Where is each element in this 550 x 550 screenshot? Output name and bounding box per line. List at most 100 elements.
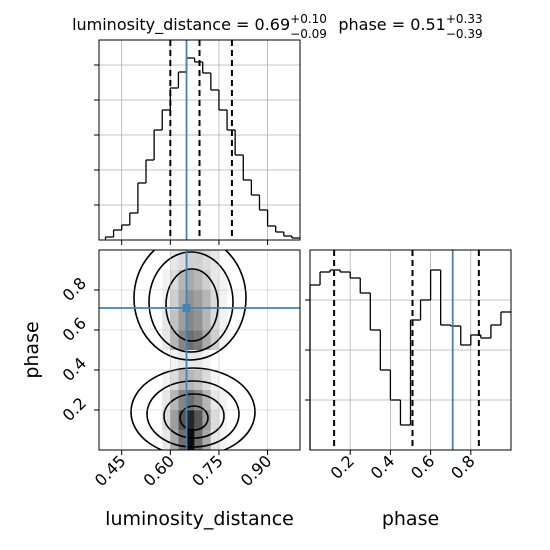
density-cell	[178, 390, 187, 410]
density-cell	[202, 290, 211, 310]
density-cell	[162, 310, 171, 330]
axes-frame	[98, 249, 301, 451]
density-cell	[186, 370, 195, 390]
title-sub: −0.09	[290, 27, 327, 41]
density-cell	[162, 410, 171, 430]
density-cell	[218, 290, 228, 310]
density-cell	[178, 370, 187, 390]
density-cell	[178, 330, 187, 350]
title-main: luminosity_distance = 0.69	[72, 15, 290, 35]
panel-phase-hist: phase = 0.51+0.33 −0.39 0.2 0.4 0.6 0.8 phase	[305, 12, 512, 530]
density-cell	[170, 430, 179, 450]
x-tick-label: 0.75	[188, 451, 227, 490]
density-cell	[194, 290, 203, 310]
panel-title: phase = 0.51+0.33 −0.39	[338, 12, 482, 41]
density-cell	[218, 330, 228, 350]
axes-frame	[309, 249, 512, 451]
density-cell	[194, 410, 203, 430]
contour	[130, 367, 256, 450]
density-cell	[170, 330, 179, 350]
density-cell	[194, 390, 203, 410]
contour	[148, 251, 234, 353]
x-tick-label: 0.4	[367, 451, 398, 482]
contours	[130, 250, 256, 450]
title-sup: +0.33	[446, 12, 483, 26]
density-cell	[170, 350, 179, 370]
density-cell	[186, 410, 195, 430]
y-tick-label: 0.2	[59, 394, 90, 425]
title-sup: +0.10	[290, 12, 327, 26]
x-tick-label: 0.6	[407, 451, 438, 482]
density-cell	[186, 430, 195, 450]
contour	[165, 268, 219, 342]
density-cell	[178, 410, 187, 430]
density-cell	[170, 250, 179, 270]
density-cell	[162, 370, 171, 390]
panel-luminosity-hist: luminosity_distance = 0.69+0.10 −0.09	[72, 12, 327, 245]
density-cell	[202, 430, 211, 450]
density-cell	[170, 290, 179, 310]
density-cell	[162, 330, 171, 350]
density-cell	[162, 350, 171, 370]
density-cell	[186, 390, 195, 410]
y-tick-label: 0.8	[59, 274, 90, 305]
title-sub: −0.39	[446, 27, 483, 41]
contour	[179, 405, 209, 431]
y-tick-label: 0.4	[59, 354, 90, 385]
density-cell	[218, 270, 228, 290]
density-cell	[210, 270, 219, 290]
density-cell	[218, 370, 228, 390]
density-cell	[210, 330, 219, 350]
density-cell	[210, 370, 219, 390]
x-tick-label: 0.8	[447, 451, 478, 482]
y-tick-label: 0.6	[59, 314, 90, 345]
contour	[146, 380, 240, 448]
truth-marker	[182, 304, 191, 312]
density-cell	[194, 370, 203, 390]
density-cell	[186, 250, 195, 270]
axes-frame	[98, 39, 301, 241]
density-cell	[210, 430, 219, 450]
density-cell	[186, 270, 195, 290]
density-cell	[194, 270, 203, 290]
density-cell	[162, 250, 171, 270]
density-cell	[186, 330, 195, 350]
density-cell	[218, 350, 228, 370]
density-cell	[186, 290, 195, 310]
x-tick-label: 0.2	[327, 451, 358, 482]
y-axis-label: phase	[21, 321, 43, 378]
density-cell	[178, 250, 187, 270]
x-tick-label: 0.45	[91, 451, 130, 490]
density-cell	[202, 410, 211, 430]
density-cell	[210, 350, 219, 370]
density-cell	[218, 390, 228, 410]
density-cell	[170, 310, 179, 330]
density-cell	[202, 350, 211, 370]
density-cell	[186, 310, 195, 330]
density-cell	[202, 270, 211, 290]
density-cell	[178, 430, 187, 450]
x-tick-label: 0.60	[140, 451, 179, 490]
density-cell	[202, 310, 211, 330]
density-cell	[194, 430, 203, 450]
density-cell	[210, 410, 219, 430]
density-cell	[202, 250, 211, 270]
density-cell	[218, 250, 228, 270]
x-axis-label: phase	[382, 508, 439, 530]
density-cell	[178, 270, 187, 290]
density-cell	[210, 290, 219, 310]
x-axis-label: luminosity_distance	[105, 508, 294, 530]
x-tick-label: 0.90	[237, 451, 276, 490]
density-cell	[194, 310, 203, 330]
panel-title: luminosity_distance = 0.69+0.10 −0.09	[72, 12, 327, 41]
density-cell	[218, 310, 228, 330]
density-cell	[178, 310, 187, 330]
density-cell	[162, 430, 171, 450]
density-cell	[194, 250, 203, 270]
panel-2d	[162, 250, 228, 450]
contour	[163, 393, 225, 439]
density-cell	[170, 370, 179, 390]
density-cell	[162, 270, 171, 290]
contour	[133, 250, 247, 361]
density-cell	[202, 330, 211, 350]
